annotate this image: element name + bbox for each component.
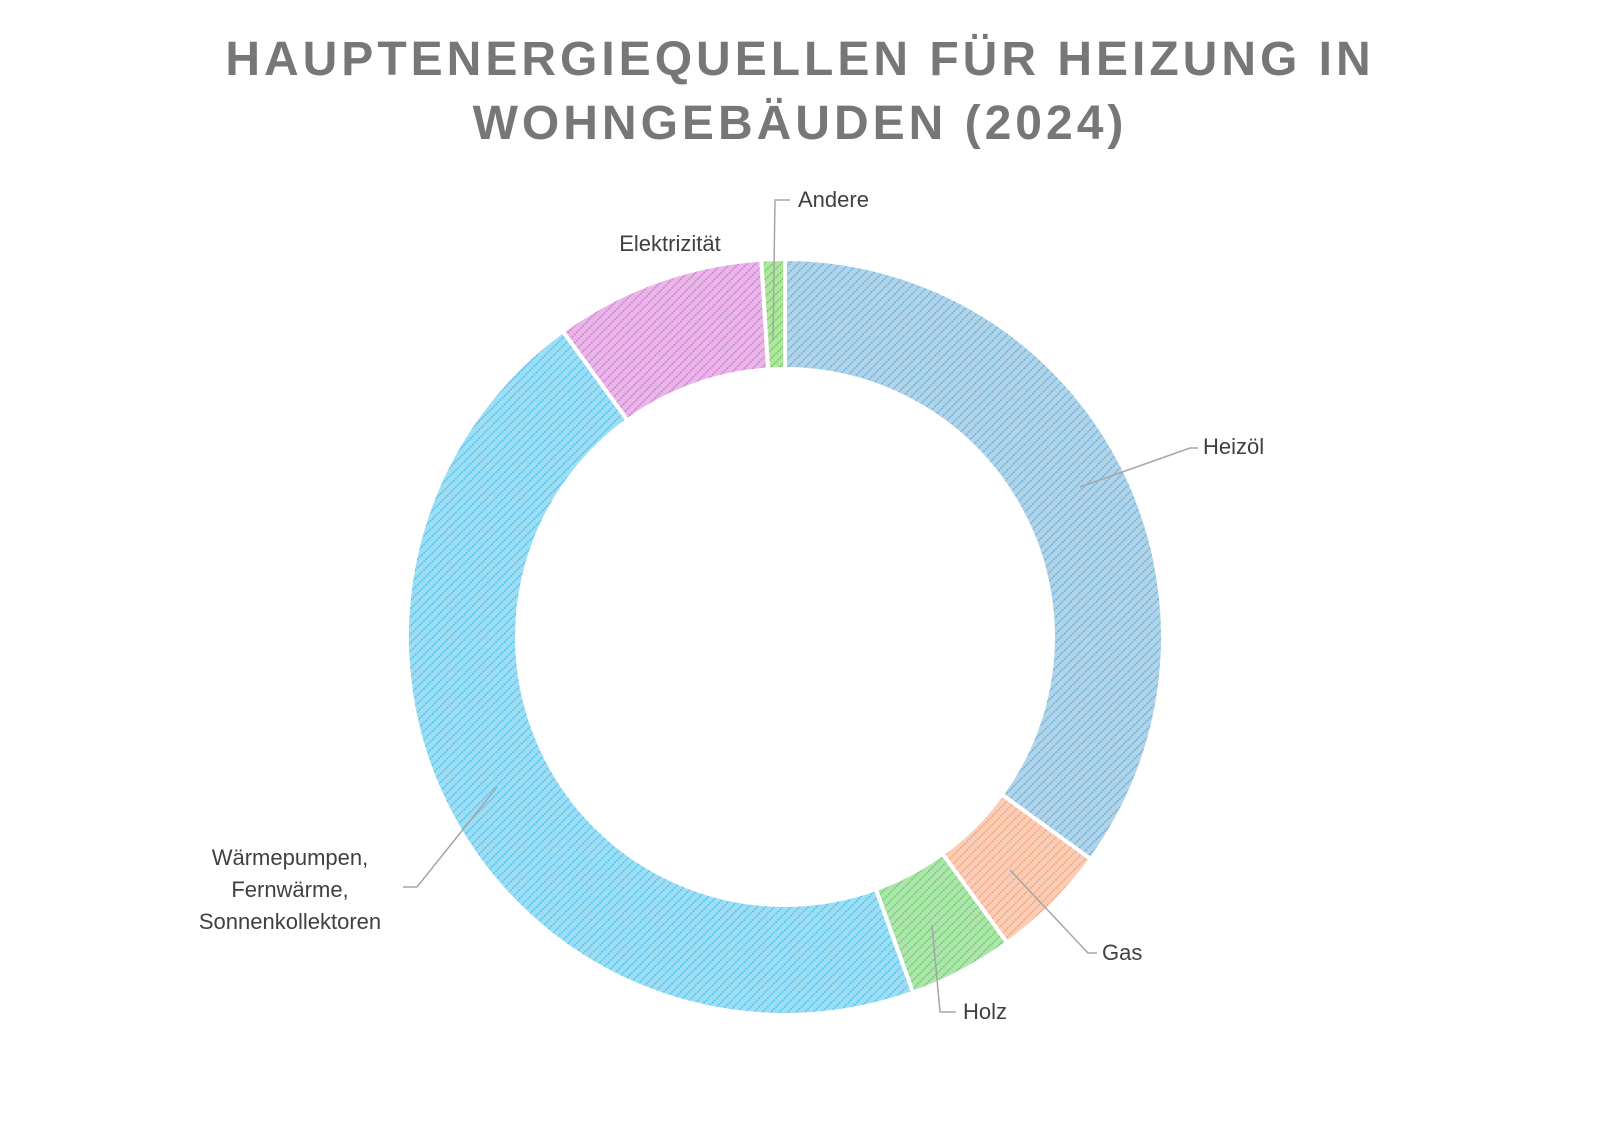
data-label: Heizöl: [1203, 434, 1265, 459]
leader-line: [931, 924, 956, 1013]
data-label: Elektrizität: [619, 231, 721, 256]
leader-line: [1009, 869, 1097, 954]
donut-segment: [783, 256, 1165, 862]
data-label: Gas: [1102, 940, 1143, 965]
leader-line: [403, 786, 498, 888]
chart-title: HAUPTENERGIEQUELLEN FÜR HEIZUNG IN WOHNG…: [225, 33, 1375, 150]
leader-line: [772, 199, 790, 341]
leader-line: [1079, 447, 1198, 488]
data-label: Holz: [963, 999, 1008, 1024]
data-label: Wärmepumpen, Fernwärme, Sonnenkollektore…: [198, 845, 382, 934]
donut-segment: [405, 328, 916, 1017]
data-label: Andere: [798, 187, 869, 212]
